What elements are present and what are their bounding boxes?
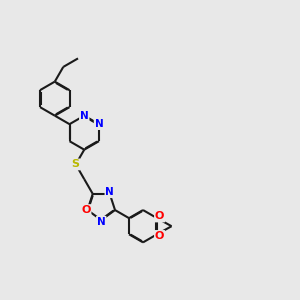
Text: S: S — [72, 159, 80, 170]
Text: N: N — [105, 187, 114, 197]
Text: O: O — [155, 212, 164, 221]
Text: N: N — [94, 119, 103, 129]
Text: N: N — [97, 217, 106, 227]
Text: O: O — [155, 231, 164, 241]
Text: N: N — [80, 111, 88, 121]
Text: O: O — [81, 205, 91, 215]
